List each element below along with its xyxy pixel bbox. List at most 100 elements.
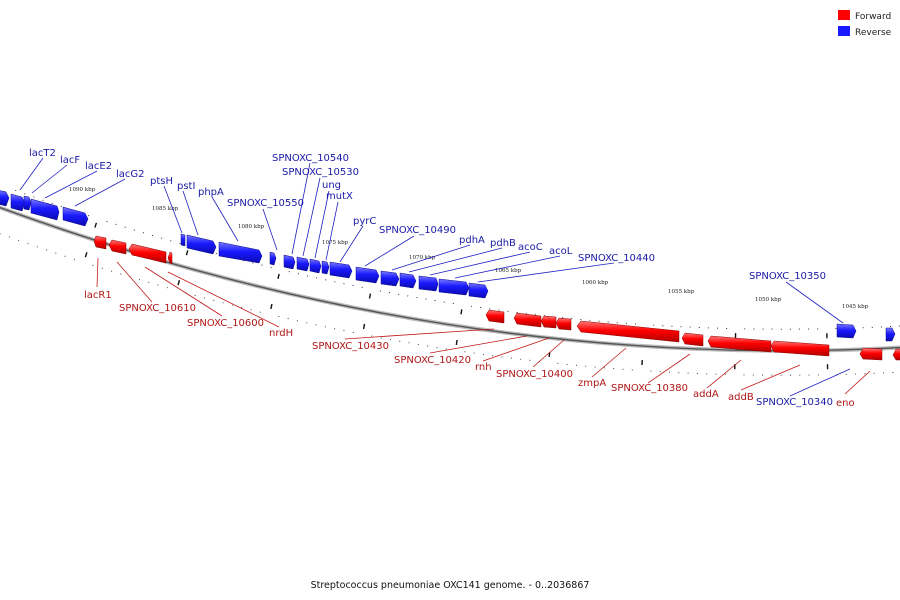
gene-label-mutX[interactable]: mutX [326, 191, 353, 202]
gene-label-SPNOXC_10610[interactable]: SPNOXC_10610 [119, 303, 196, 314]
scale-label: 1080 kbp [238, 224, 265, 230]
scale-tick-major [177, 280, 181, 286]
scale-label: 1055 kbp [668, 289, 695, 295]
gene-arrow[interactable] [513, 312, 542, 328]
gene-label-SPNOXC_10340[interactable]: SPNOXC_10340 [756, 397, 833, 408]
gene-label-addA[interactable]: addA [693, 389, 719, 400]
forward-gene-labels: lacR1 SPNOXC_10610 SPNOXC_10600 nrdH SPN… [84, 290, 855, 409]
legend-reverse-label: Reverse [855, 28, 892, 38]
gene-label-SPNOXC_10550[interactable]: SPNOXC_10550 [227, 198, 304, 209]
gene-label-SPNOXC_10350[interactable]: SPNOXC_10350 [749, 271, 826, 282]
gene-arrow[interactable] [576, 320, 680, 343]
gene-label-phpA[interactable]: phpA [198, 187, 224, 198]
gene-arrow[interactable] [62, 206, 89, 227]
gene-label-pstI[interactable]: pstI [177, 181, 195, 192]
genome-caption: Streptococcus pneumoniae OXC141 genome. … [311, 580, 590, 591]
gene-label-pyrC[interactable]: pyrC [353, 216, 376, 227]
gene-label-ung[interactable]: ung [322, 180, 341, 191]
gene-label-eno[interactable]: eno [836, 398, 855, 409]
gene-label-lacG2[interactable]: lacG2 [116, 169, 145, 180]
gene-arrow[interactable] [485, 309, 505, 324]
gene-arrow[interactable] [681, 332, 704, 347]
gene-arrow[interactable] [186, 234, 217, 255]
scale-tick-major [270, 303, 273, 310]
gene-arrow[interactable] [892, 348, 900, 361]
scale-labels: 1090 kbp 1085 kbp 1080 kbp 1075 kbp 1070… [69, 187, 869, 310]
gene-label-pdhB[interactable]: pdhB [490, 238, 516, 249]
gene-arrow[interactable] [108, 239, 127, 255]
gene-label-acoC[interactable]: acoC [518, 242, 543, 253]
gene-arrow[interactable] [309, 258, 322, 274]
gene-label-SPNOXC_10600[interactable]: SPNOXC_10600 [187, 318, 264, 329]
gene-label-SPNOXC_10380[interactable]: SPNOXC_10380 [611, 383, 688, 394]
scale-tick-major [84, 252, 88, 258]
gene-label-lacT2[interactable]: lacT2 [29, 148, 56, 159]
gene-arrow[interactable] [23, 195, 32, 211]
gene-label-SPNOXC_10530[interactable]: SPNOXC_10530 [282, 167, 359, 178]
scale-label: 1070 kbp [409, 255, 436, 261]
scale-tick-major [185, 250, 189, 256]
gene-arrow[interactable] [468, 282, 489, 299]
gene-arrow[interactable] [555, 317, 572, 331]
gene-label-lacE2[interactable]: lacE2 [85, 161, 112, 172]
gene-label-SPNOXC_10490[interactable]: SPNOXC_10490 [379, 225, 456, 236]
gene-label-SPNOXC_10400[interactable]: SPNOXC_10400 [496, 369, 573, 380]
gene-arrow[interactable] [93, 235, 107, 250]
scale-tick-major [460, 309, 463, 315]
scale-tick-major [277, 273, 280, 279]
gene-arrow[interactable] [283, 254, 296, 270]
reverse-gene-labels: lacT2 lacF lacE2 lacG2 ptsH pstI phpA SP… [29, 148, 833, 408]
gene-arrow[interactable] [770, 340, 830, 357]
gene-arrow[interactable] [218, 241, 263, 264]
scale-tick-major [368, 293, 372, 299]
legend-forward-label: Forward [855, 12, 891, 22]
gene-label-rnh[interactable]: rnh [475, 362, 492, 373]
scale-tick-major [94, 222, 98, 228]
gene-arrow[interactable] [10, 193, 26, 212]
scale-tick-major [362, 323, 366, 330]
scale-label: 1045 kbp [842, 304, 869, 310]
gene-arrow[interactable] [180, 233, 186, 247]
gene-arrow[interactable] [380, 270, 400, 287]
gene-arrow[interactable] [167, 251, 173, 265]
gene-label-pdhA[interactable]: pdhA [459, 235, 485, 246]
gene-arrow[interactable] [0, 190, 10, 207]
gene-arrow[interactable] [418, 275, 439, 292]
legend-forward-swatch [838, 10, 850, 20]
gene-label-SPNOXC_10430[interactable]: SPNOXC_10430 [312, 341, 389, 352]
gene-label-nrdH[interactable]: nrdH [269, 328, 293, 339]
scale-label: 1060 kbp [582, 280, 609, 286]
forward-strand-genes [93, 235, 900, 361]
gene-label-SPNOXC_10440[interactable]: SPNOXC_10440 [578, 253, 655, 264]
gene-arrow[interactable] [438, 278, 470, 296]
gene-label-ptsH[interactable]: ptsH [150, 176, 173, 187]
gene-arrow[interactable] [296, 256, 310, 272]
gene-label-lacR1[interactable]: lacR1 [84, 290, 112, 301]
gene-arrow[interactable] [859, 347, 883, 361]
gene-arrow[interactable] [269, 251, 277, 266]
gene-label-zmpA[interactable]: zmpA [578, 378, 606, 389]
gene-arrow[interactable] [885, 327, 896, 342]
gene-label-addB[interactable]: addB [728, 392, 754, 403]
gene-label-acoL[interactable]: acoL [549, 246, 573, 257]
gene-arrow[interactable] [707, 335, 772, 353]
scale-label: 1075 kbp [322, 240, 349, 246]
gene-label-SPNOXC_10420[interactable]: SPNOXC_10420 [394, 355, 471, 366]
gene-arrow[interactable] [836, 323, 857, 339]
gene-arrow[interactable] [321, 260, 330, 275]
gene-arrow[interactable] [128, 243, 167, 264]
scale-label: 1065 kbp [495, 268, 522, 274]
gene-arrow[interactable] [30, 198, 60, 221]
gene-arrow[interactable] [355, 266, 380, 284]
gene-arrow[interactable] [329, 261, 353, 279]
gene-arrow[interactable] [540, 315, 557, 329]
gene-label-lacF[interactable]: lacF [60, 155, 80, 166]
gene-arrow[interactable] [399, 272, 417, 289]
scale-label: 1050 kbp [755, 297, 782, 303]
reverse-strand-genes [0, 190, 896, 342]
gene-label-SPNOXC_10540[interactable]: SPNOXC_10540 [272, 153, 349, 164]
scale-label: 1085 kbp [152, 206, 179, 212]
scale-tick-major [455, 339, 458, 346]
